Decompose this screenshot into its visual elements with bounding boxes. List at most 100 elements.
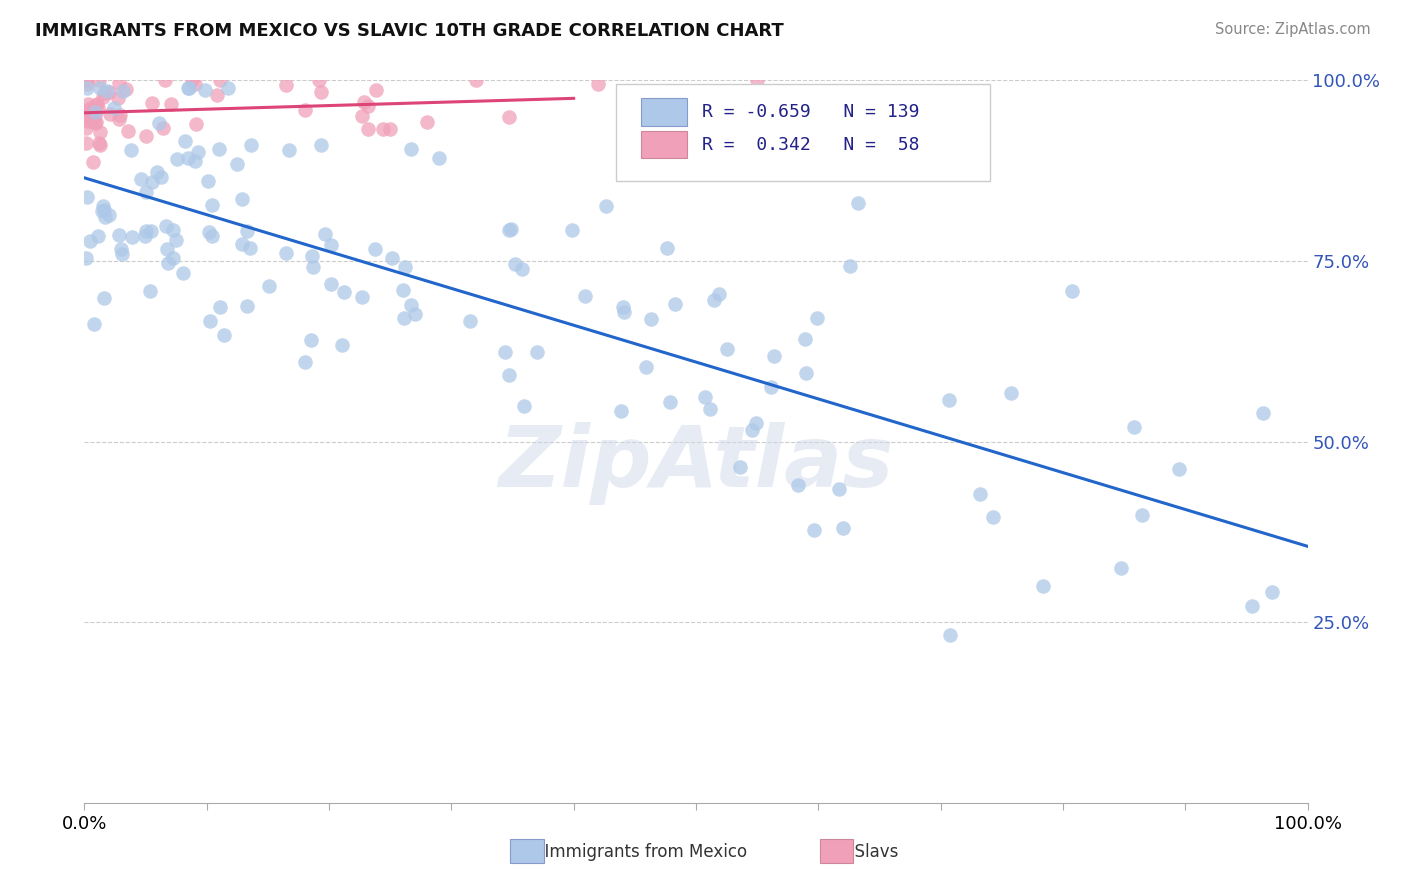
Point [146, 165, 169, 179]
Point [89, 126, 111, 140]
Point [380, 121, 402, 136]
Point [1062, 284, 1084, 298]
Point [498, 110, 520, 124]
Point [333, 285, 356, 300]
Point [498, 223, 520, 237]
Point [236, 223, 259, 237]
Text: Slavs: Slavs [844, 843, 898, 861]
Point [214, 328, 236, 343]
Point [194, 83, 217, 97]
Point [115, 82, 138, 96]
Point [309, 138, 332, 153]
Point [510, 262, 533, 277]
Point [319, 277, 342, 291]
Point [86, 96, 108, 111]
Point [1167, 461, 1189, 475]
Point [201, 198, 224, 212]
Point [84, 115, 107, 129]
Point [464, 73, 486, 87]
Point [392, 311, 415, 326]
Point [162, 251, 184, 265]
Point [75, 73, 97, 87]
Point [574, 289, 596, 303]
Point [108, 76, 131, 90]
Point [91, 90, 114, 104]
Point [330, 337, 353, 351]
Point [76, 78, 98, 92]
Text: ZipAtlas: ZipAtlas [498, 422, 894, 505]
Point [357, 98, 380, 112]
Point [165, 233, 187, 247]
Point [794, 366, 817, 380]
Point [416, 115, 439, 129]
Point [91, 203, 114, 218]
Point [501, 222, 523, 236]
Point [364, 83, 387, 97]
Point [107, 91, 129, 105]
Point [180, 73, 202, 87]
Point [197, 174, 219, 188]
Point [498, 368, 520, 382]
Point [152, 121, 174, 136]
Point [404, 307, 426, 321]
Point [187, 145, 209, 159]
Point [82, 154, 104, 169]
Point [314, 227, 336, 242]
Point [184, 77, 207, 91]
Point [741, 423, 763, 437]
Point [97, 85, 120, 99]
Point [198, 225, 221, 239]
Point [135, 129, 157, 144]
Point [208, 300, 231, 314]
Point [231, 237, 253, 252]
Point [427, 151, 450, 165]
Point [236, 299, 259, 313]
Point [177, 151, 200, 165]
Point [240, 137, 263, 152]
Point [76, 190, 98, 204]
Point [110, 242, 132, 256]
Point [257, 279, 280, 293]
Point [1261, 584, 1284, 599]
Point [79, 234, 101, 248]
Point [401, 142, 423, 156]
Point [1251, 406, 1274, 420]
Point [278, 143, 301, 157]
Point [75, 251, 97, 265]
Point [391, 283, 413, 297]
Point [155, 219, 177, 234]
Point [75, 136, 97, 151]
Point [117, 124, 139, 138]
Point [96, 84, 118, 98]
Point [177, 80, 200, 95]
Point [184, 118, 207, 132]
Point [744, 416, 766, 430]
Point [89, 137, 111, 152]
Point [174, 134, 197, 148]
Point [76, 80, 98, 95]
Point [82, 114, 104, 128]
Point [1240, 599, 1263, 613]
Point [699, 402, 721, 417]
Point [494, 344, 516, 359]
Point [139, 224, 162, 238]
Point [134, 228, 156, 243]
Text: R = -0.659   N = 139: R = -0.659 N = 139 [702, 103, 920, 121]
Point [709, 287, 731, 301]
Point [110, 247, 132, 261]
Point [1109, 561, 1132, 575]
Point [93, 210, 115, 224]
Point [184, 154, 207, 169]
Point [77, 114, 100, 128]
Point [231, 192, 253, 206]
Point [609, 403, 631, 417]
Point [846, 196, 869, 211]
Point [664, 297, 686, 311]
Point [141, 175, 163, 189]
Point [294, 354, 316, 368]
Point [350, 290, 373, 304]
Point [93, 203, 115, 218]
Point [129, 172, 152, 186]
Point [84, 104, 107, 119]
Point [86, 229, 108, 244]
